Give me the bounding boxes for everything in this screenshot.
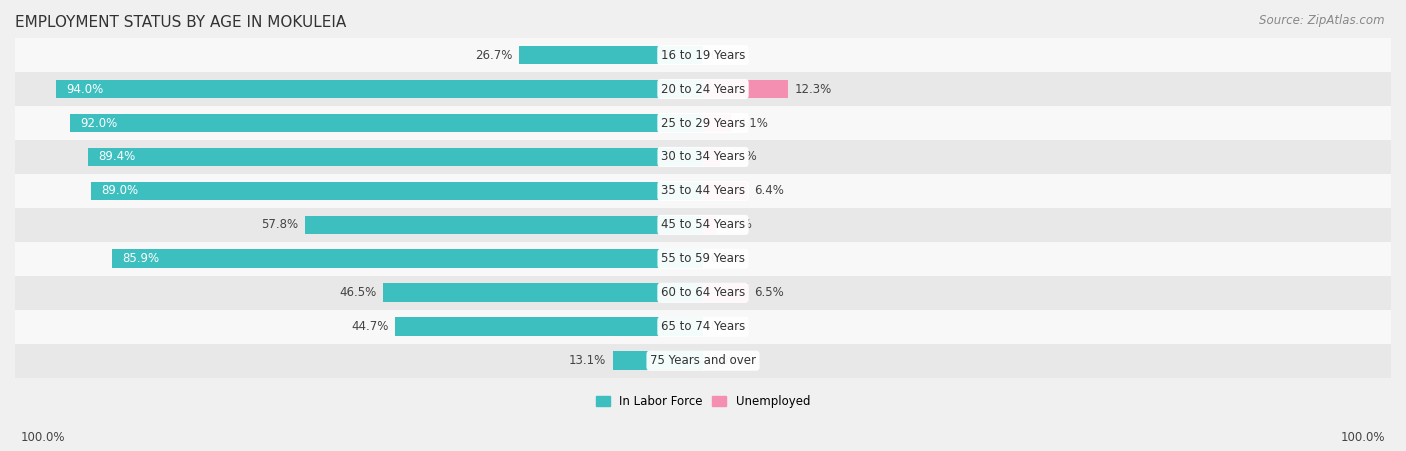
Text: 35 to 44 Years: 35 to 44 Years: [661, 184, 745, 198]
Bar: [112, 249, 703, 268]
Text: 26.7%: 26.7%: [475, 49, 512, 62]
Bar: [613, 351, 703, 370]
Text: 65 to 74 Years: 65 to 74 Years: [661, 320, 745, 333]
Text: 0.0%: 0.0%: [710, 252, 740, 265]
Text: 75 Years and over: 75 Years and over: [650, 354, 756, 367]
Text: 16 to 19 Years: 16 to 19 Years: [661, 49, 745, 62]
Text: EMPLOYMENT STATUS BY AGE IN MOKULEIA: EMPLOYMENT STATUS BY AGE IN MOKULEIA: [15, 15, 346, 30]
Bar: [89, 147, 703, 166]
Bar: [703, 283, 748, 302]
Text: 60 to 64 Years: 60 to 64 Years: [661, 286, 745, 299]
Bar: [703, 114, 731, 132]
Bar: [90, 182, 703, 200]
Text: 100.0%: 100.0%: [21, 431, 66, 444]
Bar: [305, 216, 703, 234]
Text: 45 to 54 Years: 45 to 54 Years: [661, 218, 745, 231]
Text: 13.1%: 13.1%: [569, 354, 606, 367]
Text: 100.0%: 100.0%: [1340, 431, 1385, 444]
Bar: [70, 114, 703, 132]
Text: 92.0%: 92.0%: [80, 116, 118, 129]
Bar: [15, 276, 1391, 310]
Text: 85.9%: 85.9%: [122, 252, 159, 265]
Text: 0.0%: 0.0%: [710, 49, 740, 62]
Bar: [15, 310, 1391, 344]
Text: 6.5%: 6.5%: [755, 286, 785, 299]
Bar: [15, 208, 1391, 242]
Text: 4.1%: 4.1%: [738, 116, 768, 129]
Text: 2.5%: 2.5%: [727, 151, 756, 163]
Bar: [15, 38, 1391, 72]
Text: 25 to 29 Years: 25 to 29 Years: [661, 116, 745, 129]
Bar: [15, 174, 1391, 208]
Text: 89.0%: 89.0%: [101, 184, 138, 198]
Text: 46.5%: 46.5%: [339, 286, 377, 299]
Bar: [703, 147, 720, 166]
Text: Source: ZipAtlas.com: Source: ZipAtlas.com: [1260, 14, 1385, 27]
Text: 30 to 34 Years: 30 to 34 Years: [661, 151, 745, 163]
Text: 57.8%: 57.8%: [262, 218, 298, 231]
Text: 44.7%: 44.7%: [352, 320, 388, 333]
Bar: [15, 242, 1391, 276]
Text: 94.0%: 94.0%: [66, 83, 104, 96]
Text: 55 to 59 Years: 55 to 59 Years: [661, 252, 745, 265]
Text: 20 to 24 Years: 20 to 24 Years: [661, 83, 745, 96]
Legend: In Labor Force, Unemployed: In Labor Force, Unemployed: [591, 390, 815, 413]
Bar: [382, 283, 703, 302]
Text: 6.4%: 6.4%: [754, 184, 783, 198]
Bar: [703, 216, 716, 234]
Text: 1.9%: 1.9%: [723, 218, 752, 231]
Bar: [56, 80, 703, 98]
Bar: [703, 182, 747, 200]
Bar: [15, 344, 1391, 377]
Bar: [15, 72, 1391, 106]
Bar: [703, 80, 787, 98]
Text: 12.3%: 12.3%: [794, 83, 832, 96]
Bar: [395, 318, 703, 336]
Text: 0.0%: 0.0%: [710, 320, 740, 333]
Bar: [15, 106, 1391, 140]
Bar: [15, 140, 1391, 174]
Text: 89.4%: 89.4%: [98, 151, 135, 163]
Bar: [519, 46, 703, 64]
Text: 0.0%: 0.0%: [710, 354, 740, 367]
